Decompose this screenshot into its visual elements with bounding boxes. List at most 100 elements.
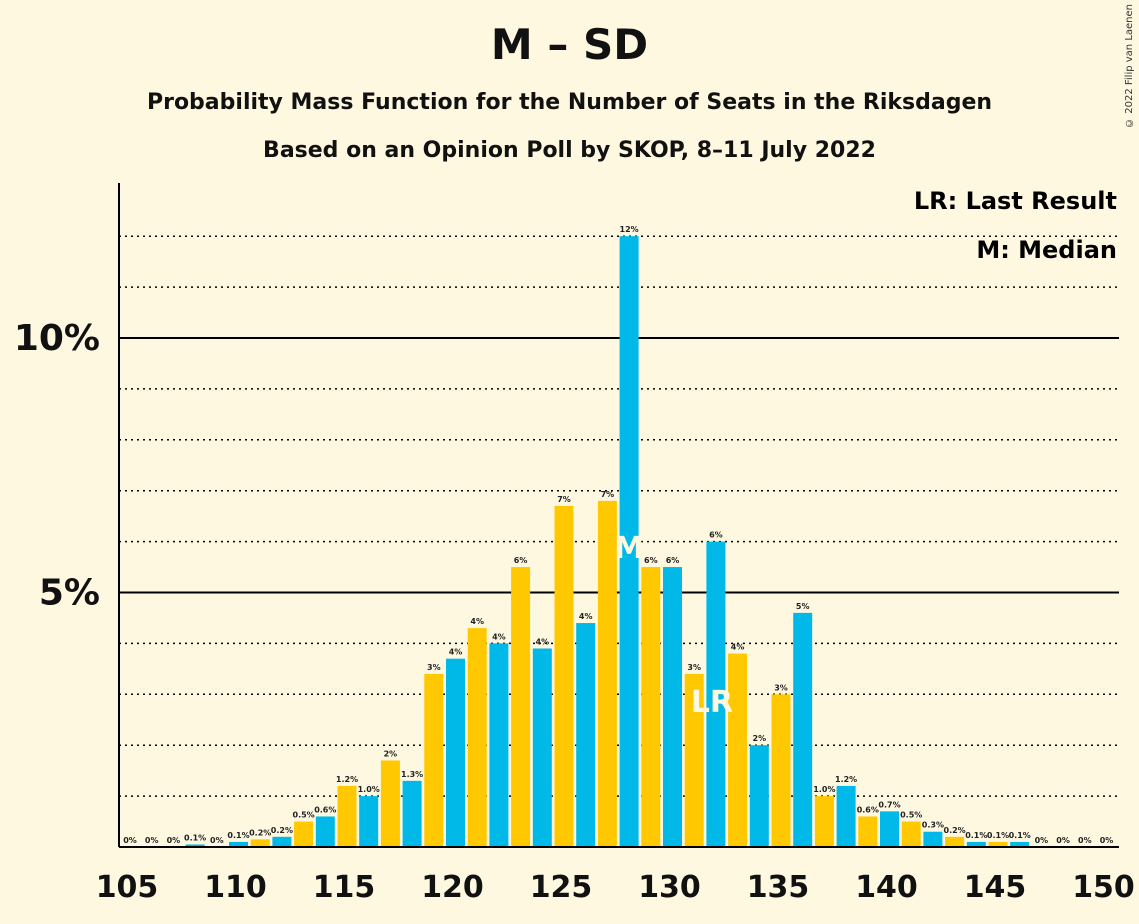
bar-127 bbox=[597, 500, 617, 847]
bar-label-144: 0.1% bbox=[965, 831, 987, 840]
bar-117 bbox=[380, 760, 400, 847]
bar-label-130: 6% bbox=[666, 556, 680, 565]
bar-137 bbox=[814, 796, 834, 847]
bar-label-108: 0.1% bbox=[184, 833, 206, 842]
bar-138 bbox=[836, 785, 856, 847]
bar-126 bbox=[576, 623, 596, 847]
y-tick-label-5: 5% bbox=[39, 573, 100, 614]
bar-label-147: 0% bbox=[1035, 836, 1049, 845]
bar-143 bbox=[945, 836, 965, 847]
bar-142 bbox=[923, 831, 943, 847]
grid-lines bbox=[119, 235, 1119, 797]
bar-123 bbox=[511, 567, 531, 847]
bar-label-132: 6% bbox=[709, 531, 723, 540]
bar-label-118: 1.3% bbox=[401, 770, 423, 779]
bar-111 bbox=[250, 839, 270, 847]
bar-141 bbox=[901, 821, 921, 847]
bar-label-143: 0.2% bbox=[944, 826, 966, 835]
chart-source-subtitle: Based on an Opinion Poll by SKOP, 8–11 J… bbox=[263, 138, 876, 163]
x-tick-label-110: 110 bbox=[204, 870, 267, 905]
legend-last-result: LR: Last Result bbox=[914, 187, 1117, 215]
bar-label-120: 4% bbox=[449, 648, 463, 657]
bar-121 bbox=[467, 628, 487, 847]
x-tick-label-140: 140 bbox=[855, 870, 918, 905]
bar-label-114: 0.6% bbox=[314, 805, 336, 814]
bar-label-116: 1.0% bbox=[358, 785, 380, 794]
bar-135 bbox=[771, 694, 791, 847]
bar-label-113: 0.5% bbox=[293, 811, 315, 820]
bar-markers: M LR bbox=[614, 531, 733, 720]
bar-label-109: 0% bbox=[210, 836, 224, 845]
bar-label-137: 1.0% bbox=[813, 785, 835, 794]
chart-subtitle: Probability Mass Function for the Number… bbox=[146, 90, 993, 115]
bar-label-148: 0% bbox=[1056, 836, 1070, 845]
bar-132 bbox=[706, 541, 726, 847]
bar-label-107: 0% bbox=[167, 836, 181, 845]
bars bbox=[185, 236, 1030, 847]
bar-120 bbox=[446, 658, 465, 847]
bar-113 bbox=[294, 821, 314, 847]
bar-146 bbox=[1010, 841, 1030, 847]
bar-128 bbox=[619, 236, 639, 847]
bar-label-117: 2% bbox=[384, 749, 398, 758]
bar-label-127: 7% bbox=[601, 490, 615, 499]
bar-label-123: 6% bbox=[514, 556, 528, 565]
bar-label-115: 1.2% bbox=[336, 775, 358, 784]
bar-130 bbox=[663, 567, 682, 847]
median-marker: M bbox=[614, 531, 644, 566]
bar-label-111: 0.2% bbox=[249, 828, 271, 837]
bar-144 bbox=[966, 841, 986, 847]
bar-label-129: 6% bbox=[644, 556, 658, 565]
bar-label-142: 0.3% bbox=[922, 821, 944, 830]
bar-label-150: 0% bbox=[1100, 836, 1114, 845]
bar-119 bbox=[424, 673, 444, 847]
bar-108 bbox=[185, 844, 205, 847]
bar-label-145: 0.1% bbox=[987, 831, 1009, 840]
bar-label-106: 0% bbox=[145, 836, 159, 845]
bar-118 bbox=[402, 780, 422, 847]
bar-label-119: 3% bbox=[427, 663, 441, 672]
bar-label-128: 12% bbox=[620, 225, 639, 234]
axes: 5% 10% 105 110 115 120 125 130 135 140 145 150 bbox=[14, 183, 1135, 905]
last-result-marker: LR bbox=[691, 685, 733, 720]
bar-label-138: 1.2% bbox=[835, 775, 857, 784]
bar-115 bbox=[337, 785, 357, 847]
x-tick-label-150: 150 bbox=[1072, 870, 1135, 905]
x-tick-label-105: 105 bbox=[96, 870, 159, 905]
x-tick-label-125: 125 bbox=[530, 870, 593, 905]
x-tick-label-130: 130 bbox=[638, 870, 701, 905]
bar-label-146: 0.1% bbox=[1009, 831, 1031, 840]
bar-label-136: 5% bbox=[796, 602, 810, 611]
bar-125 bbox=[554, 505, 574, 847]
y-tick-label-10: 10% bbox=[14, 318, 100, 359]
bar-116 bbox=[359, 796, 379, 847]
bar-label-135: 3% bbox=[774, 683, 788, 692]
bar-label-122: 4% bbox=[492, 632, 506, 641]
chart-title: M – SD bbox=[490, 20, 649, 69]
bar-122 bbox=[489, 643, 509, 847]
x-tick-label-135: 135 bbox=[747, 870, 810, 905]
bar-label-140: 0.7% bbox=[878, 800, 900, 809]
bar-134 bbox=[749, 745, 769, 847]
bar-label-134: 2% bbox=[753, 734, 767, 743]
bar-124 bbox=[532, 648, 552, 847]
bar-129 bbox=[641, 567, 661, 847]
bar-label-141: 0.5% bbox=[900, 811, 922, 820]
bar-112 bbox=[272, 836, 292, 847]
bar-label-105: 0% bbox=[123, 836, 137, 845]
bar-136 bbox=[793, 612, 813, 847]
bar-label-149: 0% bbox=[1078, 836, 1092, 845]
bar-label-133: 4% bbox=[731, 643, 745, 652]
bar-label-139: 0.6% bbox=[857, 805, 879, 814]
bar-140 bbox=[880, 811, 899, 847]
bar-label-131: 3% bbox=[687, 663, 701, 672]
bar-114 bbox=[315, 816, 335, 847]
bar-label-112: 0.2% bbox=[271, 826, 293, 835]
bar-label-124: 4% bbox=[536, 637, 550, 646]
bar-133 bbox=[728, 653, 748, 847]
bar-label-121: 4% bbox=[470, 617, 484, 626]
bar-145 bbox=[988, 841, 1008, 847]
x-tick-label-115: 115 bbox=[313, 870, 376, 905]
x-tick-label-145: 145 bbox=[964, 870, 1027, 905]
